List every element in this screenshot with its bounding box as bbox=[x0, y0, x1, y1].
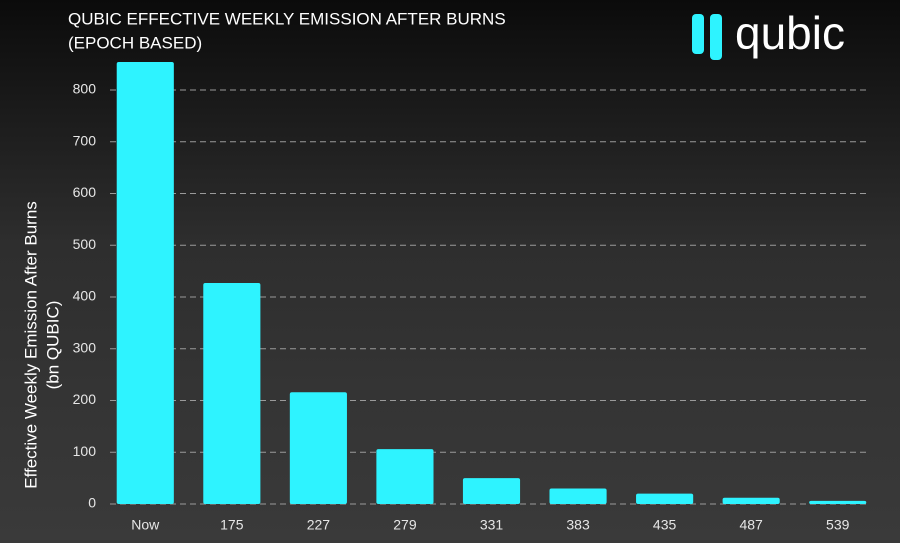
logo-bar bbox=[710, 14, 722, 60]
bar bbox=[376, 449, 434, 504]
y-tick-label: 500 bbox=[73, 236, 97, 252]
chart-title: QUBIC EFFECTIVE WEEKLY EMISSION AFTER BU… bbox=[68, 9, 506, 28]
bar bbox=[722, 497, 780, 504]
x-tick-label: 383 bbox=[566, 517, 590, 533]
y-axis-label: (bn QUBIC) bbox=[43, 301, 62, 390]
y-tick-label: 700 bbox=[73, 132, 97, 148]
y-tick-label: 0 bbox=[88, 495, 96, 511]
x-tick-label: 539 bbox=[826, 517, 850, 533]
bar bbox=[116, 62, 174, 505]
x-tick-label: 435 bbox=[653, 517, 677, 533]
x-tick-label: 227 bbox=[307, 517, 331, 533]
y-tick-label: 300 bbox=[73, 339, 97, 355]
y-tick-label: 600 bbox=[73, 184, 97, 200]
bar bbox=[203, 283, 261, 504]
y-tick-label: 800 bbox=[73, 81, 97, 97]
x-tick-label: Now bbox=[131, 517, 160, 533]
x-tick-label: 487 bbox=[739, 517, 763, 533]
logo-text: qubic bbox=[735, 7, 845, 59]
logo-bar bbox=[692, 14, 704, 54]
y-axis-label: Effective Weekly Emission After Burns bbox=[21, 201, 40, 489]
x-tick-label: 175 bbox=[220, 517, 244, 533]
y-tick-label: 400 bbox=[73, 288, 97, 304]
x-tick-label: 331 bbox=[480, 517, 504, 533]
bar bbox=[289, 392, 347, 504]
logo: qubic bbox=[692, 7, 845, 60]
chart-subtitle: (EPOCH BASED) bbox=[68, 33, 202, 52]
bar bbox=[809, 500, 867, 504]
x-tick-label: 279 bbox=[393, 517, 417, 533]
bar bbox=[549, 488, 607, 504]
y-tick-label: 200 bbox=[73, 391, 97, 407]
bar bbox=[462, 478, 521, 504]
y-tick-label: 100 bbox=[73, 443, 97, 459]
bar bbox=[636, 493, 694, 504]
